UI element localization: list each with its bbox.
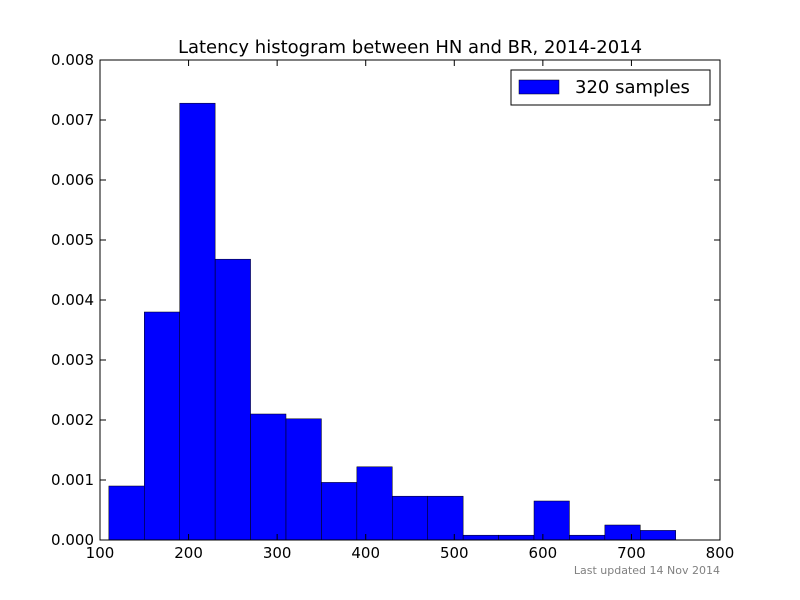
histogram-bar — [321, 482, 358, 541]
last-updated-note: Last updated 14 Nov 2014 — [574, 564, 720, 577]
histogram-bar — [144, 311, 180, 541]
histogram-bar — [250, 413, 287, 541]
histogram-bar — [640, 530, 676, 541]
histogram-bar — [285, 418, 322, 541]
histogram-bar — [462, 534, 499, 541]
x-tick-label: 400 — [351, 544, 380, 562]
legend: 320 samples — [510, 69, 711, 106]
bars-group — [108, 102, 676, 541]
x-tick-label: 200 — [174, 544, 203, 562]
chart-title: Latency histogram between HN and BR, 201… — [178, 37, 642, 58]
y-tick-label: 0.003 — [51, 351, 94, 369]
x-tick-label: 100 — [86, 544, 115, 562]
y-tick-label: 0.000 — [51, 531, 94, 549]
histogram-bar — [108, 485, 145, 541]
y-tick-label: 0.005 — [51, 231, 94, 249]
histogram-bar — [179, 102, 216, 541]
y-tick-label: 0.001 — [51, 471, 94, 489]
x-tick-label: 800 — [706, 544, 735, 562]
x-tick-label: 500 — [440, 544, 469, 562]
x-tick-label: 600 — [529, 544, 558, 562]
x-tick-labels: 100 200 300 400 500 600 700 800 — [86, 544, 735, 562]
histogram-bar — [498, 534, 535, 541]
legend-swatch — [518, 79, 560, 95]
x-tick-label: 700 — [617, 544, 646, 562]
histogram-bar — [356, 466, 393, 541]
plot-frame — [99, 59, 721, 541]
y-tick-labels: 0.000 0.001 0.002 0.003 0.004 0.005 0.006 0.007… — [51, 51, 94, 549]
histogram-bar — [427, 495, 464, 541]
legend-label: 320 samples — [575, 77, 690, 98]
y-tick-label: 0.002 — [51, 411, 94, 429]
y-tick-label: 0.004 — [51, 291, 94, 309]
histogram-bar — [604, 524, 641, 541]
histogram-bar — [569, 534, 606, 541]
y-tick-label: 0.006 — [51, 171, 94, 189]
y-tick-label: 0.007 — [51, 111, 94, 129]
x-tick-label: 300 — [263, 544, 292, 562]
y-tick-label: 0.008 — [51, 51, 94, 69]
histogram-bar — [533, 500, 570, 541]
histogram-bar — [214, 258, 251, 541]
histogram-bar — [392, 495, 428, 541]
